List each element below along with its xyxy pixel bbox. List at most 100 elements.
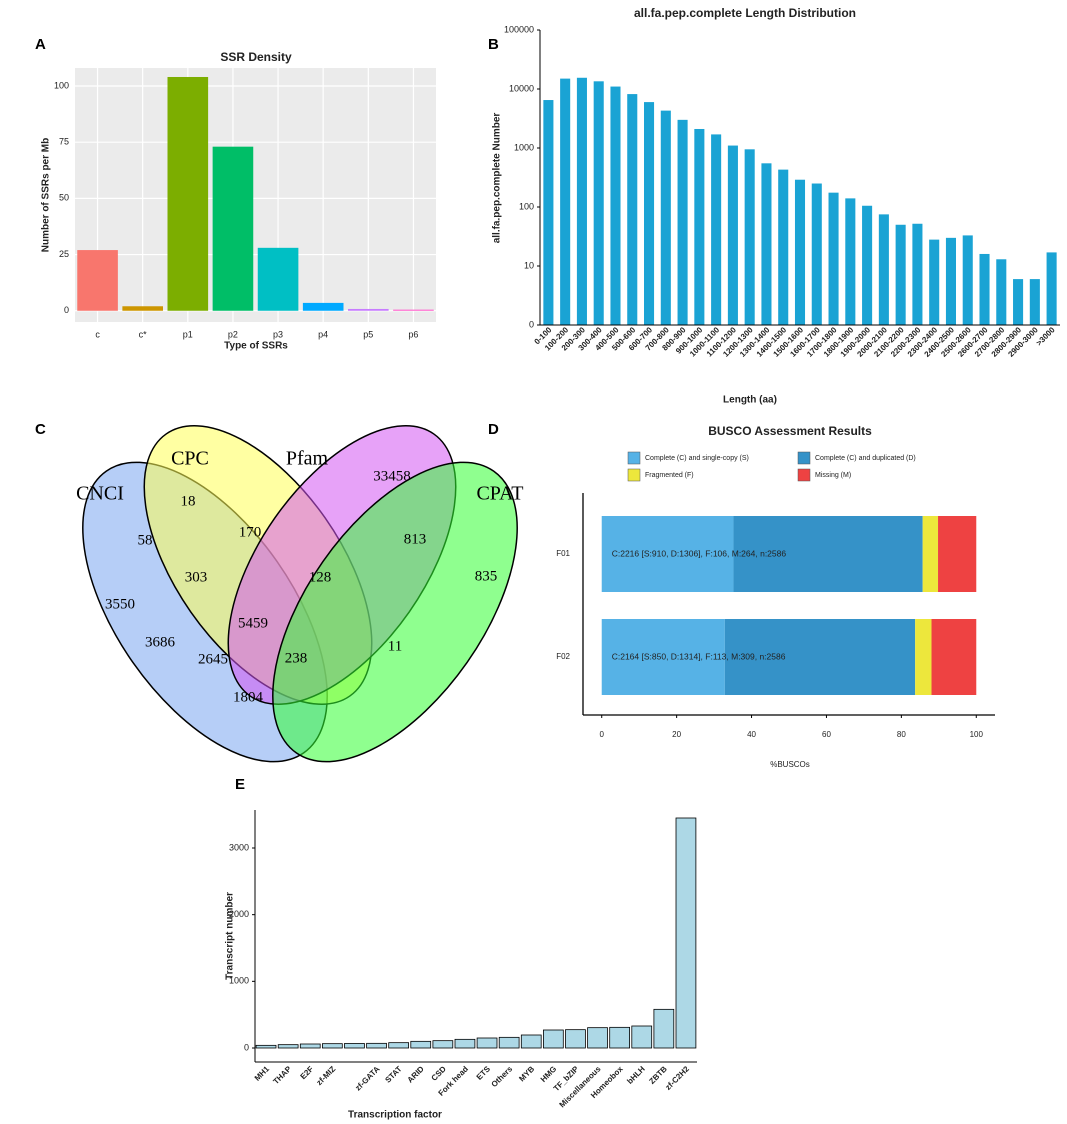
- legend-swatch: [797, 451, 811, 465]
- bar: [454, 1038, 476, 1049]
- bar: [962, 235, 973, 325]
- bar: [543, 1029, 564, 1049]
- bar: [631, 1025, 653, 1049]
- venn-set-label: CPC: [171, 448, 209, 470]
- x-tick-label: p3: [273, 329, 283, 339]
- x-tick-label: zf-C2H2: [664, 1064, 692, 1092]
- bar: [794, 179, 806, 325]
- bar: [828, 192, 839, 325]
- bar: [77, 250, 118, 311]
- bar: [653, 1008, 675, 1049]
- y-tick-label: 25: [59, 249, 69, 259]
- x-tick-label: ETS: [475, 1064, 493, 1082]
- venn-set-label: CNCI: [76, 483, 124, 505]
- bar: [476, 1037, 498, 1049]
- x-tick-label: c*: [139, 329, 148, 339]
- x-axis-label: %BUSCOs: [770, 760, 810, 769]
- y-tick-label: 100: [519, 201, 534, 211]
- bar: [299, 1043, 321, 1049]
- bar: [761, 163, 772, 325]
- y-tick-label: 10: [524, 260, 534, 270]
- bar: [255, 1044, 277, 1049]
- legend-label: Complete (C) and single-copy (S): [645, 455, 749, 462]
- bar-annotation: C:2216 [S:910, D:1306], F:106, M:264, n:…: [612, 548, 787, 558]
- y-tick-label: 0: [64, 305, 69, 315]
- bar: [727, 145, 738, 325]
- x-axis-label: Transcription factor: [348, 1110, 442, 1121]
- panel-letter: C: [35, 421, 46, 438]
- venn-count: 1804: [233, 689, 264, 705]
- bar: [388, 1042, 409, 1049]
- x-tick-label: HMG: [539, 1064, 559, 1084]
- bar-segment: [724, 619, 916, 695]
- y-tick-label: 1000: [229, 976, 249, 986]
- bar: [122, 306, 163, 311]
- venn-set-label: CPAT: [476, 483, 523, 505]
- bar: [711, 134, 722, 325]
- venn-count: 813: [404, 531, 427, 547]
- x-tick-label: p1: [183, 329, 193, 339]
- bar: [677, 119, 688, 325]
- x-tick-label: p5: [363, 329, 373, 339]
- chart-title: BUSCO Assessment Results: [708, 424, 872, 438]
- y-tick-label: 100: [54, 80, 69, 90]
- bar: [348, 308, 389, 311]
- bar-segment: [938, 516, 977, 592]
- x-tick-label: 20: [672, 730, 681, 739]
- bar-segment: [601, 619, 725, 695]
- panel-letter: A: [35, 36, 46, 53]
- x-tick-label: zf-GATA: [353, 1064, 381, 1092]
- x-tick-label: p2: [228, 329, 238, 339]
- chart-title: all.fa.pep.complete Length Distribution: [634, 6, 856, 20]
- x-tick-label: MH1: [253, 1064, 272, 1083]
- bar-annotation: C:2164 [S:850, D:1314], F:113, M:309, n:…: [612, 651, 786, 661]
- venn-count: 5459: [238, 615, 268, 631]
- bar: [587, 1027, 608, 1049]
- panel-letter: D: [488, 421, 499, 438]
- venn-count: 58: [138, 532, 153, 548]
- bar: [1046, 252, 1057, 325]
- x-tick-label: 100: [970, 730, 984, 739]
- x-tick-label: p6: [408, 329, 418, 339]
- bar: [694, 128, 705, 325]
- venn-count: 835: [475, 568, 498, 584]
- category-label: F02: [556, 652, 570, 661]
- venn-set-label: Pfam: [286, 448, 329, 470]
- venn-count: 11: [388, 638, 402, 654]
- bar: [322, 1043, 343, 1049]
- y-axis-label: Number of SSRs per Mb: [41, 138, 52, 252]
- legend-label: Missing (M): [815, 472, 851, 479]
- x-tick-label: p4: [318, 329, 328, 339]
- x-tick-label: ARID: [406, 1064, 426, 1084]
- bar: [593, 81, 604, 326]
- bar: [302, 302, 344, 311]
- y-tick-label: 100000: [504, 24, 534, 34]
- venn-count: 2645: [198, 651, 228, 667]
- bar-segment: [931, 619, 977, 695]
- panel-letter: B: [488, 36, 499, 53]
- bar: [277, 1044, 299, 1049]
- legend-swatch: [627, 468, 641, 482]
- legend-label: Complete (C) and duplicated (D): [815, 455, 916, 462]
- x-tick-label: zf-MIZ: [315, 1064, 338, 1087]
- bar: [212, 146, 254, 311]
- y-tick-label: 2000: [229, 909, 249, 919]
- y-tick-label: 1000: [514, 142, 534, 152]
- bar-segment: [922, 516, 939, 592]
- y-tick-label: 75: [59, 137, 69, 147]
- category-label: F01: [556, 549, 570, 558]
- x-axis-label: Length (aa): [723, 395, 777, 406]
- bar: [432, 1040, 454, 1049]
- x-tick-label: 60: [822, 730, 831, 739]
- venn-count: 303: [185, 569, 208, 585]
- bar: [811, 183, 822, 325]
- bar: [366, 1042, 387, 1049]
- bar: [1029, 279, 1040, 325]
- bar-segment: [733, 516, 923, 592]
- bar: [498, 1036, 520, 1049]
- x-tick-label: 80: [897, 730, 906, 739]
- bar: [167, 76, 209, 311]
- bar: [393, 309, 434, 311]
